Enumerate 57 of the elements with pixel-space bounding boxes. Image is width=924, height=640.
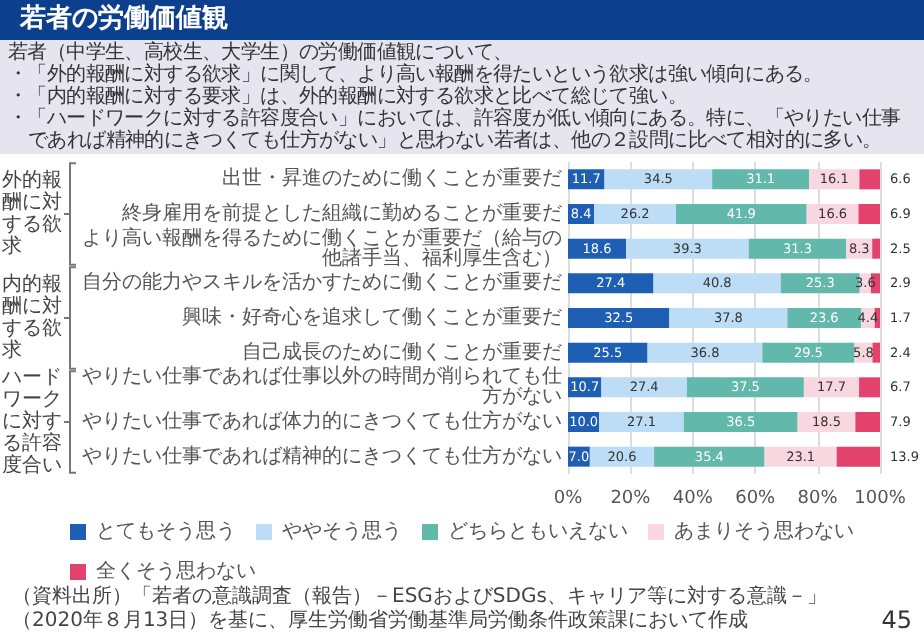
x-tick-label: 100% [854, 489, 907, 509]
x-tick-label: 40% [672, 489, 714, 509]
x-tick-label: 20% [610, 489, 652, 509]
bar [568, 308, 670, 328]
text: 若者の労働価値観 [0, 0, 924, 40]
y-tick-label: 終身雇用を前提とした組織に勤めることが重要だ [120, 201, 562, 225]
bar [803, 377, 860, 398]
bar [601, 377, 687, 398]
y-tick-label: やりたい仕事であれば体力的にきつくても仕方がない [82, 409, 562, 433]
bar [686, 377, 804, 398]
y-tick-label: やりたい仕事であれば精神的にきつくても仕方がない [82, 443, 562, 468]
y-tick-label: 興味・好奇心を追求して働くことが重要だ [182, 305, 562, 329]
bar [594, 204, 676, 224]
bar [855, 412, 880, 432]
x-tick-label: 80% [797, 489, 839, 509]
bar [654, 446, 765, 467]
bar [669, 308, 788, 328]
bar [872, 342, 880, 363]
bar [568, 342, 648, 363]
bar [872, 238, 880, 259]
bar [858, 204, 880, 224]
text: 内的報酬に対する欲求 [2, 272, 62, 362]
legend-label: とてもそう思う [96, 521, 236, 543]
bar [647, 342, 763, 363]
legend-label: あまりそう思わない [674, 521, 854, 543]
text: ・「外的報酬に対する欲求」に関して、より高い報酬を得たいという欲求は強い傾向にある。 [8, 64, 825, 86]
bar [604, 169, 713, 190]
bar [859, 169, 880, 190]
y-tick-label: 自己成長のために働くことが重要だ [242, 339, 562, 364]
text: 外的報酬に対する欲求 [2, 168, 62, 258]
text: ・「内的報酬に対する要求」は、外的報酬に対する欲求と比べて総じて強い。 [8, 86, 690, 108]
bar [683, 412, 798, 432]
legend-label: 全くそう思わない [96, 559, 256, 583]
text: 45 [881, 606, 912, 634]
bar [859, 377, 880, 398]
bar [626, 238, 749, 259]
bar [675, 204, 807, 224]
y-tick-label: 出世・昇進のために働くことが重要だ [222, 166, 562, 191]
bar [748, 238, 847, 259]
text: ・「ハードワークに対する許容度合い」においては、許容度が低い傾向にある。特に、「やりたい仕事であれば精神的にきつくても仕方がない」と思わない若者は、他の２設問に比べて相対的に多い。 [8, 108, 903, 152]
text: （資料出所）「若者の意識調査（報告）－ESGおよびSDGs、キャリア等に対する意識－」（2020年８月13日）を基に、厚生労働省労働基準局労働条件政策課において作成 [12, 586, 829, 634]
legend-label: どちらともいえない [448, 521, 628, 543]
bar [653, 273, 781, 294]
legend-label: ややそう思う [282, 521, 402, 543]
bar [762, 342, 855, 363]
text: ハードワークに対する許容度合い [0, 367, 62, 477]
x-tick-label: 60% [735, 489, 777, 509]
bar [764, 446, 837, 467]
x-tick-label: 0% [553, 489, 584, 509]
bar [712, 169, 810, 190]
bar [599, 412, 684, 432]
bar [568, 273, 654, 294]
y-tick-label: 自分の能力やスキルを活かすために働くことが重要だ [82, 270, 562, 295]
y-tick-label: やりたい仕事であれば仕事以外の時間が削られても仕方がない [82, 364, 562, 409]
y-tick-label: より高い報酬を得るために働くことが重要だ（給与の他諸手当、福利厚生含む） [82, 225, 562, 270]
text: 若者（中学生、高校生、大学生）の労働価値観について、 [8, 42, 515, 64]
bar [836, 446, 880, 467]
